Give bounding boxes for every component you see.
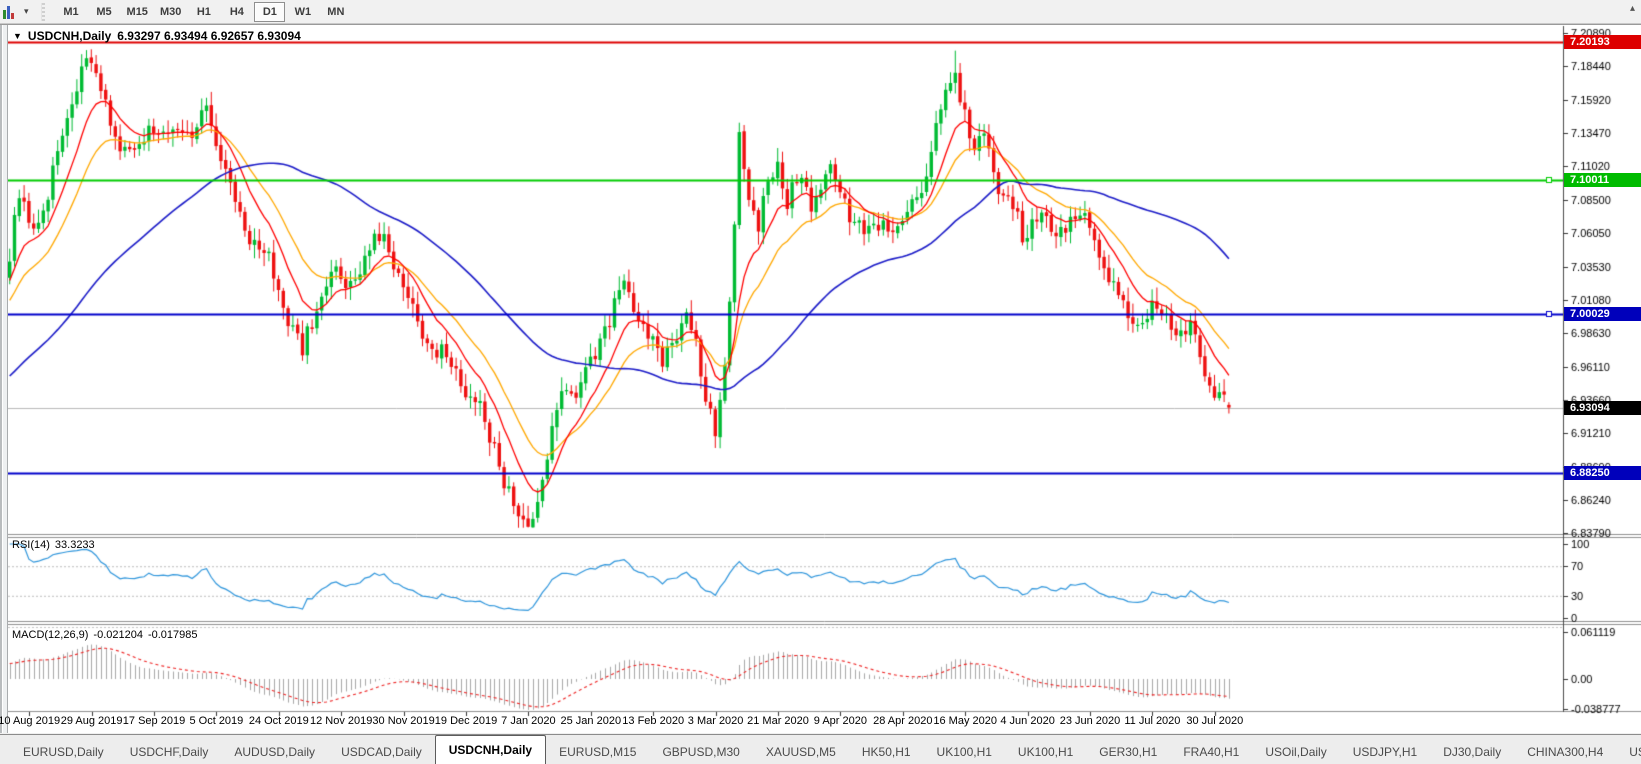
chart-tab-eurusd-m15[interactable]: EURUSD,M15: [559, 745, 637, 759]
date-axis-label: 25 Jan 2020: [560, 715, 622, 727]
date-axis-label: 10 Aug 2019: [0, 715, 61, 727]
chart-tool-icon-bar: [3, 9, 6, 19]
chart-title-caret-icon[interactable]: ▼: [13, 31, 22, 41]
chart-symbol-period: USDCNH,Daily: [27, 29, 112, 43]
timeframe-button-h1[interactable]: H1: [196, 5, 211, 18]
chart-tab-hk50-h1[interactable]: HK50,H1: [861, 745, 911, 759]
chart-ohlc-values: 6.93297 6.93494 6.92657 6.93094: [117, 29, 301, 43]
chart-tab-audusd-daily[interactable]: AUDUSD,Daily: [234, 745, 316, 759]
chart-title: ▼ USDCNH,Daily 6.93297 6.93494 6.92657 6…: [13, 29, 301, 43]
macd-main-value: -0.021204: [93, 629, 143, 641]
chart-tab-usdcnh-daily[interactable]: USDCNH,Daily: [434, 735, 547, 764]
date-axis-label: 9 Apr 2020: [813, 715, 867, 727]
timeframe-button-m30[interactable]: M30: [159, 5, 182, 18]
timeframe-button-w1[interactable]: W1: [294, 5, 312, 18]
toolbar-overflow-icon[interactable]: ▴: [1629, 3, 1635, 14]
date-axis-label: 29 Aug 2019: [60, 715, 123, 727]
chart-tab-china300-h4[interactable]: CHINA300,H4: [1527, 745, 1604, 759]
date-axis-label: 7 Jan 2020: [501, 715, 556, 727]
chart-tab-fra40-h1[interactable]: FRA40,H1: [1183, 745, 1240, 759]
chart-tab-uk100-h1[interactable]: UK100,H1: [936, 745, 992, 759]
date-axis-label: 21 Mar 2020: [747, 715, 809, 727]
macd-signal-value: -0.017985: [147, 629, 198, 641]
timeframe-button-mn[interactable]: MN: [327, 5, 345, 18]
chart-tool-icon-bar: [7, 5, 10, 19]
date-axis-label: 4 Jun 2020: [1000, 715, 1055, 727]
rsi-name: RSI(14): [12, 539, 50, 551]
timeframe-button-m5[interactable]: M5: [96, 5, 112, 18]
chart-tab-dj30-daily[interactable]: DJ30,Daily: [1443, 745, 1502, 759]
date-axis-label: 12 Nov 2019: [309, 715, 373, 727]
level-price-badge: 7.00029: [1564, 307, 1641, 321]
chart-tab-usoil-daily[interactable]: USOil,Daily: [1265, 745, 1327, 759]
timeframe-button-m15[interactable]: M15: [126, 5, 148, 18]
chart-window: ▼ USDCNH,Daily 6.93297 6.93494 6.92657 6…: [0, 24, 1641, 733]
date-axis-label: 19 Dec 2019: [434, 715, 498, 727]
chart-tool-dropdown-icon[interactable]: ▾: [24, 6, 29, 16]
rsi-indicator-label: RSI(14) 33.3233: [12, 539, 95, 551]
macd-indicator-label: MACD(12,26,9) -0.021204 -0.017985: [12, 629, 198, 641]
date-axis-label: 13 Feb 2020: [622, 715, 685, 727]
chart-tab-usdchf-daily[interactable]: USDCHF,Daily: [129, 745, 209, 759]
date-axis-label: 16 May 2020: [933, 715, 997, 727]
chart-tab-usdjpy-h1[interactable]: USDJPY,H1: [1352, 745, 1418, 759]
window-left-edge: [0, 25, 8, 733]
chart-tab-usdcad-daily[interactable]: USDCAD,Daily: [341, 745, 422, 759]
date-axis-label: 24 Oct 2019: [248, 715, 309, 727]
timeframe-buttons: M1 M5 M15 M30 H1 H4 D1 W1 MN: [55, 1, 353, 22]
date-axis-label: 3 Mar 2020: [687, 715, 744, 727]
date-axis: 10 Aug 2019 29 Aug 2019 17 Sep 2019 5 Oct 2…: [0, 715, 1641, 733]
chart-tool-icon-bar: [11, 12, 14, 19]
date-axis-label: 30 Jul 2020: [1186, 715, 1244, 727]
chart-tool-icon[interactable]: [2, 4, 20, 20]
macd-name: MACD(12,26,9): [12, 629, 89, 641]
chart-tabbar: EURUSD,Daily USDCHF,Daily AUDUSD,Daily USDC…: [0, 734, 1641, 764]
timeframe-button-h4[interactable]: H4: [229, 5, 244, 18]
chart-tab-eurusd-daily[interactable]: EURUSD,Daily: [23, 745, 104, 759]
current-price-badge: 6.93094: [1564, 401, 1641, 415]
chart-tab-usoil-h[interactable]: USOil,H: [1629, 745, 1641, 759]
chart-tab-uk100-h1[interactable]: UK100,H1: [1017, 745, 1074, 759]
date-axis-label: 30 Nov 2019: [372, 715, 435, 727]
timeframe-button-m1[interactable]: M1: [63, 5, 79, 18]
chart-tab-gbpusd-m30[interactable]: GBPUSD,M30: [662, 745, 740, 759]
date-axis-label: 17 Sep 2019: [122, 715, 186, 727]
level-price-badge: 6.88250: [1564, 466, 1641, 480]
chart-tab-ger30-h1[interactable]: GER30,H1: [1099, 745, 1158, 759]
date-axis-label: 11 Jul 2020: [1124, 715, 1181, 727]
timeframe-button-d1[interactable]: D1: [254, 1, 286, 22]
toolbar-gripper[interactable]: [40, 2, 45, 21]
price-chart-canvas[interactable]: [0, 25, 1641, 733]
timeframe-toolbar: ▾ M1 M5 M15 M30 H1 H4 D1 W1 MN ▴: [0, 0, 1641, 24]
level-price-badge: 7.20193: [1564, 35, 1641, 49]
date-axis-label: 5 Oct 2019: [189, 715, 244, 727]
chart-tab-xauusd-m5[interactable]: XAUUSD,M5: [765, 745, 836, 759]
level-price-badge: 7.10011: [1564, 173, 1641, 187]
date-axis-label: 23 Jun 2020: [1059, 715, 1121, 727]
rsi-value: 33.3233: [54, 539, 95, 551]
date-axis-label: 28 Apr 2020: [873, 715, 933, 727]
